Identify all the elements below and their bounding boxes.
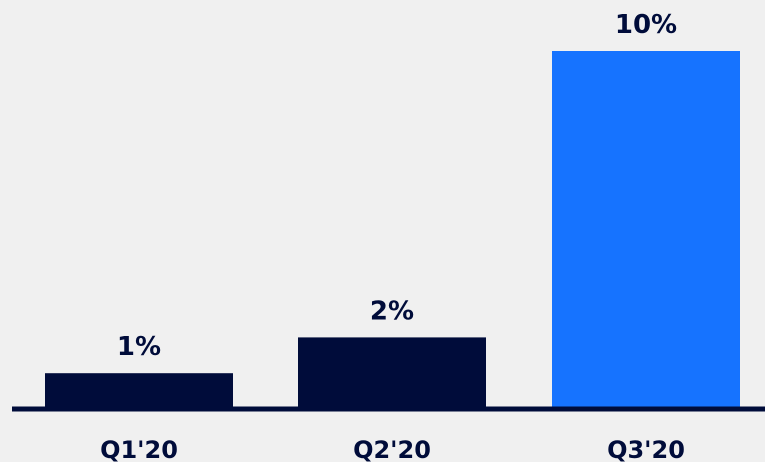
x-tick-label-3: Q3'20	[607, 436, 685, 462]
bar-2	[298, 337, 486, 409]
x-tick-labels-group: Q1'20 Q2'20 Q3'20	[100, 436, 685, 462]
x-tick-label-2: Q2'20	[353, 436, 431, 462]
x-tick-label-1: Q1'20	[100, 436, 178, 462]
bar-value-label-2: 2%	[370, 296, 414, 326]
value-labels-group: 1% 2% 10%	[117, 10, 677, 362]
bar-3	[552, 51, 740, 409]
bar-value-label-1: 1%	[117, 332, 161, 362]
bars-group	[45, 51, 740, 409]
bar-value-label-3: 10%	[615, 10, 677, 40]
bar-1	[45, 373, 233, 409]
